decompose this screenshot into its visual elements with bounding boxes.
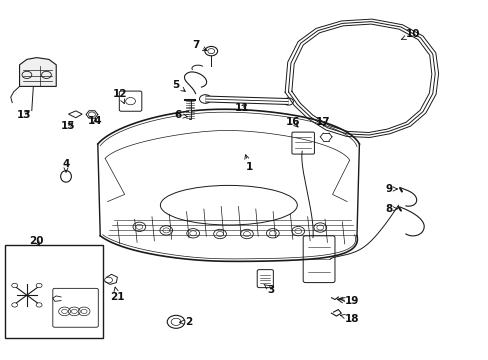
Text: 11: 11	[234, 103, 249, 113]
Text: 2: 2	[180, 317, 191, 327]
Text: 20: 20	[29, 236, 44, 246]
Text: 1: 1	[244, 155, 252, 172]
Text: 17: 17	[315, 117, 329, 127]
Text: 10: 10	[401, 29, 420, 40]
Bar	[5, 245, 102, 338]
Text: 7: 7	[191, 40, 206, 51]
Text: 3: 3	[264, 284, 274, 295]
Text: 15: 15	[61, 121, 76, 131]
Text: 18: 18	[340, 314, 359, 324]
Text: 8: 8	[385, 204, 396, 214]
Text: 5: 5	[172, 80, 185, 91]
Polygon shape	[20, 58, 56, 86]
Text: 6: 6	[175, 110, 187, 120]
Text: 21: 21	[110, 287, 124, 302]
Text: 9: 9	[385, 184, 396, 194]
Text: 13: 13	[17, 110, 32, 120]
Text: 16: 16	[285, 117, 300, 127]
Text: 19: 19	[340, 296, 359, 306]
Text: 12: 12	[112, 89, 127, 104]
Text: 4: 4	[62, 159, 70, 172]
Text: 14: 14	[88, 116, 102, 126]
